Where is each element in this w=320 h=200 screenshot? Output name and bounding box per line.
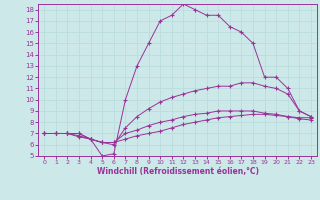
X-axis label: Windchill (Refroidissement éolien,°C): Windchill (Refroidissement éolien,°C): [97, 167, 259, 176]
